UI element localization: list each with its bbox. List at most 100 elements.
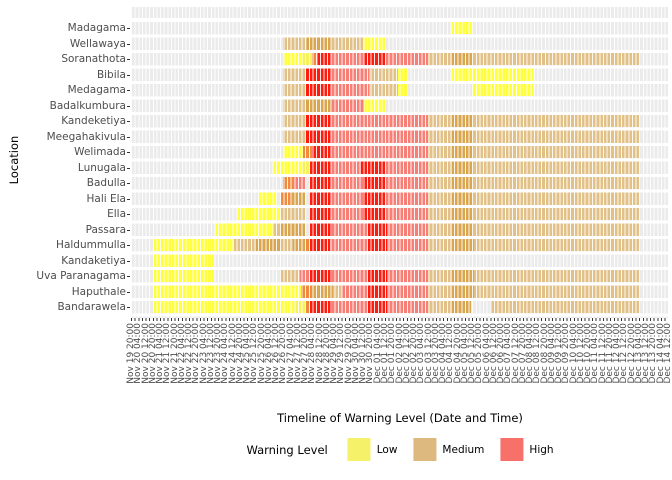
legend-swatch-high [500, 438, 524, 461]
y-tick [127, 260, 130, 262]
y-tick [127, 43, 130, 45]
x-tick-label: Dec 10 12:00 [575, 323, 586, 384]
warning-segment [472, 176, 640, 190]
x-tick-label: Dec 09 12:00 [554, 323, 565, 384]
warning-segment [331, 130, 428, 143]
x-tick-label: Nov 30 04:00 [350, 323, 361, 384]
warning-segment [386, 285, 428, 298]
x-tick-label: Nov 27 12:00 [292, 323, 303, 384]
warning-segment [472, 114, 640, 128]
warning-segment [272, 223, 280, 236]
warning-segment [342, 285, 367, 298]
x-tick-label: Nov 28 12:00 [314, 323, 325, 384]
warning-segment [283, 52, 302, 66]
x-tick-label: Dec 03 12:00 [423, 323, 434, 384]
warning-segment [279, 223, 306, 236]
x-axis-title: Timeline of Warning Level (Date and Time… [277, 411, 523, 425]
warning-segment [283, 145, 304, 159]
warning-segment [258, 192, 278, 205]
y-tick-label: Welimada [74, 146, 126, 159]
x-tick-label: Dec 05 04:00 [459, 323, 470, 384]
x-tick-label: Nov 29 04:00 [329, 323, 340, 384]
warning-segment [331, 83, 369, 97]
warning-segment [292, 192, 306, 205]
x-tick-label: Dec 13 20:00 [648, 323, 659, 384]
y-tick [127, 28, 130, 30]
x-tick-label: Nov 20 04:00 [133, 323, 144, 384]
x-tick-label: Dec 09 20:00 [561, 323, 572, 384]
warning-segment [363, 207, 386, 221]
warning-segment [294, 176, 307, 190]
x-tick-label: Dec 03 20:00 [430, 323, 441, 384]
y-tick-label: Lunugala [77, 161, 126, 174]
x-tick-label: Nov 20 12:00 [140, 323, 151, 384]
warning-segment [234, 238, 257, 252]
x-tick-label: Dec 02 04:00 [394, 323, 405, 384]
warning-segment [331, 145, 428, 159]
y-tick [127, 276, 130, 278]
warning-segment [427, 192, 453, 205]
y-tick-label: Meegahakivula [46, 130, 126, 143]
x-tick-label: Dec 03 04:00 [416, 323, 427, 384]
warning-segment [452, 145, 473, 159]
y-tick-label: Ella [107, 208, 126, 221]
legend-item-low: Low [347, 438, 397, 461]
heatmap-row [131, 285, 668, 298]
warning-segment [364, 99, 385, 112]
x-tick-label: Dec 13 12:00 [641, 323, 652, 384]
warning-segment [283, 130, 306, 143]
warning-segment [472, 130, 640, 143]
warning-segment [279, 269, 300, 283]
y-tick-label: Hali Ela [86, 192, 127, 205]
y-tick [127, 152, 130, 154]
warning-segment [385, 176, 428, 190]
warning-segment [452, 223, 473, 236]
y-axis-labels: Madagama Wellawaya Soranathota Bibila Medaga… [0, 0, 126, 330]
warning-segment [363, 176, 386, 190]
y-tick [127, 105, 130, 107]
warning-segment [452, 285, 474, 298]
warning-segment [366, 300, 387, 314]
y-tick [127, 214, 130, 216]
heatmap-row [131, 223, 668, 236]
warning-segment [385, 207, 428, 221]
warning-segment [427, 238, 453, 252]
x-tick-label: Dec 11 04:00 [590, 323, 601, 384]
x-tick-label: Nov 26 20:00 [278, 323, 289, 384]
warning-segment [452, 238, 474, 252]
x-tick-label: Nov 25 04:00 [242, 323, 253, 384]
warning-segment [331, 176, 364, 190]
warning-segment [283, 114, 306, 128]
heatmap-row [131, 161, 668, 174]
heatmap-row [131, 192, 668, 205]
y-tick [127, 245, 130, 247]
x-tick-label: Nov 29 20:00 [343, 323, 354, 384]
warning-segment [331, 192, 364, 205]
warning-segment [452, 21, 473, 35]
warning-segment [152, 285, 301, 298]
warning-segment [330, 99, 365, 112]
x-axis-ticks [131, 318, 668, 321]
heatmap-row [131, 37, 668, 50]
x-tick-label: Dec 07 20:00 [517, 323, 528, 384]
warning-segment [317, 52, 332, 66]
warning-segment [473, 269, 640, 283]
warning-segment [332, 269, 367, 283]
x-tick-label: Dec 10 20:00 [583, 323, 594, 384]
warning-segment [452, 114, 473, 128]
x-tick-label: Nov 22 12:00 [184, 323, 195, 384]
x-tick-label: Nov 25 12:00 [249, 323, 260, 384]
warning-segment [152, 300, 295, 314]
warning-segment [427, 285, 453, 298]
warning-segment [385, 192, 428, 205]
warning-segment [366, 238, 387, 252]
x-tick-label: Nov 27 20:00 [300, 323, 311, 384]
warning-segment [256, 238, 281, 252]
x-tick-label: Dec 01 12:00 [379, 323, 390, 384]
y-tick-label: Badulla [86, 177, 126, 190]
warning-segment [283, 37, 307, 50]
legend-swatch-low [347, 438, 371, 461]
x-tick-label: Nov 26 04:00 [263, 323, 274, 384]
x-tick-label: Nov 21 12:00 [162, 323, 173, 384]
warning-segment [283, 176, 295, 190]
